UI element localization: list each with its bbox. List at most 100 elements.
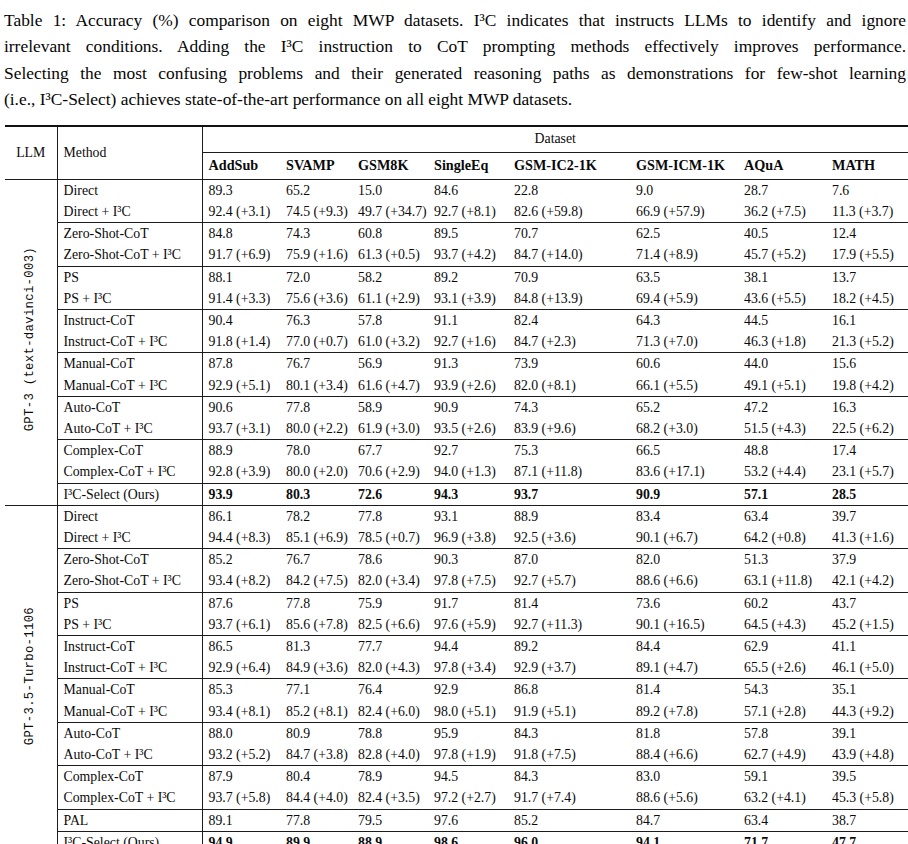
value-cell: 57.1 xyxy=(738,483,826,505)
table-row: Auto-CoT + I³C93.7 (+3.1)80.0 (+2.2)61.9… xyxy=(5,418,908,440)
value-cell: 78.8 xyxy=(352,722,428,744)
value-cell: 49.1 (+5.1) xyxy=(738,375,826,397)
value-cell: 82.4 (+6.0) xyxy=(352,701,428,723)
value-cell: 86.1 xyxy=(202,505,280,527)
value-cell: 68.2 (+3.0) xyxy=(630,418,738,440)
value-cell: 36.2 (+7.5) xyxy=(738,201,826,223)
value-cell: 83.0 xyxy=(630,766,738,788)
caption-line: irrelevant conditions. Adding the I³C in… xyxy=(4,33,906,59)
value-cell: 23.1 (+5.7) xyxy=(826,461,908,483)
value-cell: 58.2 xyxy=(352,266,428,288)
caption-line: Selecting the most confusing problems an… xyxy=(4,60,906,86)
value-cell: 98.0 (+5.1) xyxy=(428,701,508,723)
value-cell: 74.3 xyxy=(508,396,630,418)
value-cell: 72.0 xyxy=(280,266,352,288)
value-cell: 80.3 xyxy=(280,483,352,505)
table-row: Zero-Shot-CoT + I³C93.4 (+8.2)84.2 (+7.5… xyxy=(5,570,908,592)
value-cell: 65.5 (+2.6) xyxy=(738,657,826,679)
value-cell: 90.9 xyxy=(630,483,738,505)
value-cell: 56.9 xyxy=(352,353,428,375)
value-cell: 77.8 xyxy=(352,505,428,527)
value-cell: 81.8 xyxy=(630,722,738,744)
table-row: I³C-Select (Ours)94.989.988.998.696.094.… xyxy=(5,831,908,844)
value-cell: 9.0 xyxy=(630,179,738,201)
value-cell: 77.7 xyxy=(352,635,428,657)
value-cell: 84.9 (+3.6) xyxy=(280,657,352,679)
value-cell: 84.7 (+14.0) xyxy=(508,244,630,266)
table-row: Direct + I³C92.4 (+3.1)74.5 (+9.3)49.7 (… xyxy=(5,201,908,223)
table-row: PS87.677.875.991.781.473.660.243.7 xyxy=(5,592,908,614)
value-cell: 84.4 xyxy=(630,635,738,657)
value-cell: 15.0 xyxy=(352,179,428,201)
value-cell: 60.6 xyxy=(630,353,738,375)
method-cell: Manual-CoT xyxy=(57,679,202,701)
value-cell: 63.5 xyxy=(630,266,738,288)
value-cell: 84.7 xyxy=(630,809,738,831)
table-row: Complex-CoT87.980.478.994.584.383.059.13… xyxy=(5,766,908,788)
value-cell: 77.8 xyxy=(280,809,352,831)
value-cell: 62.9 xyxy=(738,635,826,657)
value-cell: 89.1 xyxy=(202,809,280,831)
method-cell: Instruct-CoT xyxy=(57,309,202,331)
value-cell: 66.9 (+57.9) xyxy=(630,201,738,223)
value-cell: 94.3 xyxy=(428,483,508,505)
value-cell: 90.1 (+6.7) xyxy=(630,527,738,549)
value-cell: 65.2 xyxy=(630,396,738,418)
value-cell: 44.3 (+9.2) xyxy=(826,701,908,723)
value-cell: 92.8 (+3.9) xyxy=(202,461,280,483)
value-cell: 91.7 (+7.4) xyxy=(508,787,630,809)
value-cell: 93.9 xyxy=(202,483,280,505)
table-row: Instruct-CoT86.581.377.794.489.284.462.9… xyxy=(5,635,908,657)
value-cell: 76.7 xyxy=(280,549,352,571)
method-cell: I³C-Select (Ours) xyxy=(57,483,202,505)
method-cell: Instruct-CoT xyxy=(57,635,202,657)
caption-line: Table 1: Accuracy (%) comparison on eigh… xyxy=(4,7,906,33)
value-cell: 93.1 (+3.9) xyxy=(428,288,508,310)
value-cell: 76.3 xyxy=(280,309,352,331)
value-cell: 72.6 xyxy=(352,483,428,505)
value-cell: 87.0 xyxy=(508,549,630,571)
value-cell: 77.1 xyxy=(280,679,352,701)
value-cell: 93.2 (+5.2) xyxy=(202,744,280,766)
method-cell: Complex-CoT + I³C xyxy=(57,461,202,483)
value-cell: 62.7 (+4.9) xyxy=(738,744,826,766)
value-cell: 85.3 xyxy=(202,679,280,701)
paper-page: Table 1: Accuracy (%) comparison on eigh… xyxy=(0,0,908,844)
value-cell: 90.4 xyxy=(202,309,280,331)
value-cell: 38.1 xyxy=(738,266,826,288)
dataset-column-header: MATH xyxy=(826,152,908,179)
value-cell: 7.6 xyxy=(826,179,908,201)
value-cell: 66.1 (+5.5) xyxy=(630,375,738,397)
method-cell: Manual-CoT + I³C xyxy=(57,701,202,723)
value-cell: 91.7 (+6.9) xyxy=(202,244,280,266)
value-cell: 92.5 (+3.6) xyxy=(508,527,630,549)
method-cell: Direct + I³C xyxy=(57,527,202,549)
results-table: LLM Method Dataset AddSubSVAMPGSM8KSingl… xyxy=(5,125,908,844)
table-row: GPT-3 (text-davinci-003)Direct89.365.215… xyxy=(5,179,908,201)
value-cell: 83.4 xyxy=(630,505,738,527)
value-cell: 70.9 xyxy=(508,266,630,288)
method-cell: Manual-CoT + I³C xyxy=(57,375,202,397)
value-cell: 93.1 xyxy=(428,505,508,527)
value-cell: 80.9 xyxy=(280,722,352,744)
value-cell: 92.9 (+5.1) xyxy=(202,375,280,397)
method-cell: PAL xyxy=(57,809,202,831)
value-cell: 84.2 (+7.5) xyxy=(280,570,352,592)
table-row: Zero-Shot-CoT85.276.778.690.387.082.051.… xyxy=(5,549,908,571)
value-cell: 60.8 xyxy=(352,223,428,245)
value-cell: 19.8 (+4.2) xyxy=(826,375,908,397)
value-cell: 61.6 (+4.7) xyxy=(352,375,428,397)
value-cell: 93.7 xyxy=(508,483,630,505)
value-cell: 53.2 (+4.4) xyxy=(738,461,826,483)
method-cell: I³C-Select (Ours) xyxy=(57,831,202,844)
llm-label: GPT-3.5-Turbo-1106 xyxy=(20,607,41,745)
value-cell: 92.4 (+3.1) xyxy=(202,201,280,223)
method-cell: Zero-Shot-CoT + I³C xyxy=(57,570,202,592)
value-cell: 84.7 (+2.3) xyxy=(508,331,630,353)
value-cell: 80.1 (+3.4) xyxy=(280,375,352,397)
table-row: Manual-CoT85.377.176.492.986.881.454.335… xyxy=(5,679,908,701)
value-cell: 92.9 (+3.7) xyxy=(508,657,630,679)
value-cell: 40.5 xyxy=(738,223,826,245)
value-cell: 71.3 (+7.0) xyxy=(630,331,738,353)
method-cell: Auto-CoT xyxy=(57,396,202,418)
